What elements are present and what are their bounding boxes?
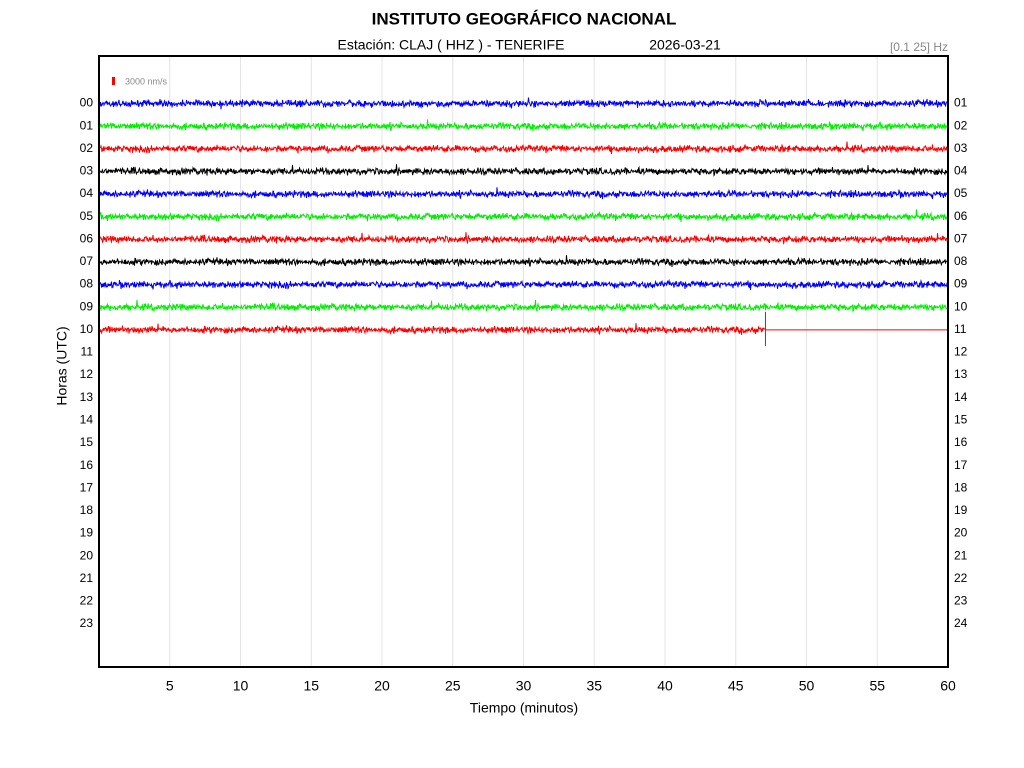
y-tick-label: 04 bbox=[80, 186, 94, 200]
y2-tick-label: 12 bbox=[954, 345, 968, 359]
y2-tick-label: 24 bbox=[954, 616, 968, 630]
y2-tick-label: 16 bbox=[954, 435, 968, 449]
y-tick-label: 21 bbox=[80, 571, 94, 585]
x-tick-label: 45 bbox=[728, 678, 744, 694]
y2-tick-label: 09 bbox=[954, 277, 968, 291]
scale-label: 3000 nm/s bbox=[125, 76, 168, 86]
y2-tick-label: 07 bbox=[954, 231, 968, 245]
y-axis-label: Horas (UTC) bbox=[54, 326, 70, 405]
trace bbox=[98, 323, 766, 336]
y-tick-label: 01 bbox=[80, 118, 94, 132]
x-tick-label: 20 bbox=[374, 678, 390, 694]
y-tick-label: 06 bbox=[80, 231, 94, 245]
y2-tick-label: 02 bbox=[954, 118, 968, 132]
y-tick-label: 23 bbox=[80, 616, 94, 630]
y-tick-label: 03 bbox=[80, 164, 94, 178]
y-tick-label: 07 bbox=[80, 254, 94, 268]
y2-tick-label: 22 bbox=[954, 571, 968, 585]
x-tick-label: 30 bbox=[516, 678, 532, 694]
y2-tick-label: 11 bbox=[954, 322, 967, 336]
y-tick-label: 22 bbox=[80, 594, 94, 608]
y-tick-label: 14 bbox=[80, 413, 94, 427]
x-tick-label: 5 bbox=[166, 678, 174, 694]
trace bbox=[98, 232, 948, 245]
y2-tick-label: 06 bbox=[954, 209, 968, 223]
y2-tick-label: 15 bbox=[954, 413, 968, 427]
trace bbox=[98, 164, 948, 177]
y2-tick-label: 03 bbox=[954, 141, 968, 155]
trace bbox=[98, 97, 948, 110]
y-tick-label: 08 bbox=[80, 277, 94, 291]
y2-tick-label: 05 bbox=[954, 186, 968, 200]
scale-bar bbox=[112, 77, 115, 85]
trace bbox=[98, 119, 948, 132]
y-tick-label: 12 bbox=[80, 367, 94, 381]
y2-tick-label: 01 bbox=[954, 96, 968, 110]
y-tick-label: 18 bbox=[80, 503, 94, 517]
x-tick-label: 35 bbox=[586, 678, 602, 694]
trace bbox=[98, 141, 948, 155]
y2-tick-label: 08 bbox=[954, 254, 968, 268]
x-axis-label: Tiempo (minutos) bbox=[470, 700, 578, 716]
y-tick-label: 16 bbox=[80, 458, 94, 472]
x-tick-label: 15 bbox=[303, 678, 319, 694]
y-tick-label: 19 bbox=[80, 526, 94, 540]
y-tick-label: 15 bbox=[80, 435, 94, 449]
y-tick-label: 10 bbox=[80, 322, 94, 336]
y2-tick-label: 14 bbox=[954, 390, 968, 404]
trace bbox=[98, 187, 948, 200]
band: [0.1 25] Hz bbox=[890, 40, 948, 54]
station: Estación: CLAJ ( HHZ ) - TENERIFE bbox=[338, 37, 565, 53]
y-tick-label: 02 bbox=[80, 141, 94, 155]
y2-tick-label: 19 bbox=[954, 503, 968, 517]
y-tick-label: 09 bbox=[80, 299, 94, 313]
y2-tick-label: 18 bbox=[954, 480, 968, 494]
x-tick-label: 10 bbox=[233, 678, 249, 694]
title: INSTITUTO GEOGRÁFICO NACIONAL bbox=[372, 9, 677, 28]
x-tick-label: 40 bbox=[657, 678, 673, 694]
y2-tick-label: 21 bbox=[954, 548, 968, 562]
y-tick-label: 05 bbox=[80, 209, 94, 223]
y-tick-label: 20 bbox=[80, 548, 94, 562]
y2-tick-label: 17 bbox=[954, 458, 968, 472]
y-tick-label: 13 bbox=[80, 390, 94, 404]
y-tick-label: 00 bbox=[80, 96, 94, 110]
y2-tick-label: 04 bbox=[954, 164, 968, 178]
y2-tick-label: 20 bbox=[954, 526, 968, 540]
trace bbox=[98, 255, 948, 268]
y-tick-label: 17 bbox=[80, 480, 94, 494]
x-tick-label: 60 bbox=[940, 678, 956, 694]
x-tick-label: 50 bbox=[799, 678, 815, 694]
plot-frame bbox=[98, 55, 949, 668]
y-tick-label: 11 bbox=[81, 345, 94, 359]
trace bbox=[98, 299, 948, 313]
y2-tick-label: 10 bbox=[954, 299, 968, 313]
y2-tick-label: 13 bbox=[954, 367, 968, 381]
trace bbox=[98, 278, 948, 290]
trace bbox=[98, 209, 948, 223]
trace-end bbox=[764, 311, 948, 346]
x-tick-label: 55 bbox=[869, 678, 885, 694]
y2-tick-label: 23 bbox=[954, 594, 968, 608]
date: 2026-03-21 bbox=[649, 37, 721, 53]
x-tick-label: 25 bbox=[445, 678, 461, 694]
